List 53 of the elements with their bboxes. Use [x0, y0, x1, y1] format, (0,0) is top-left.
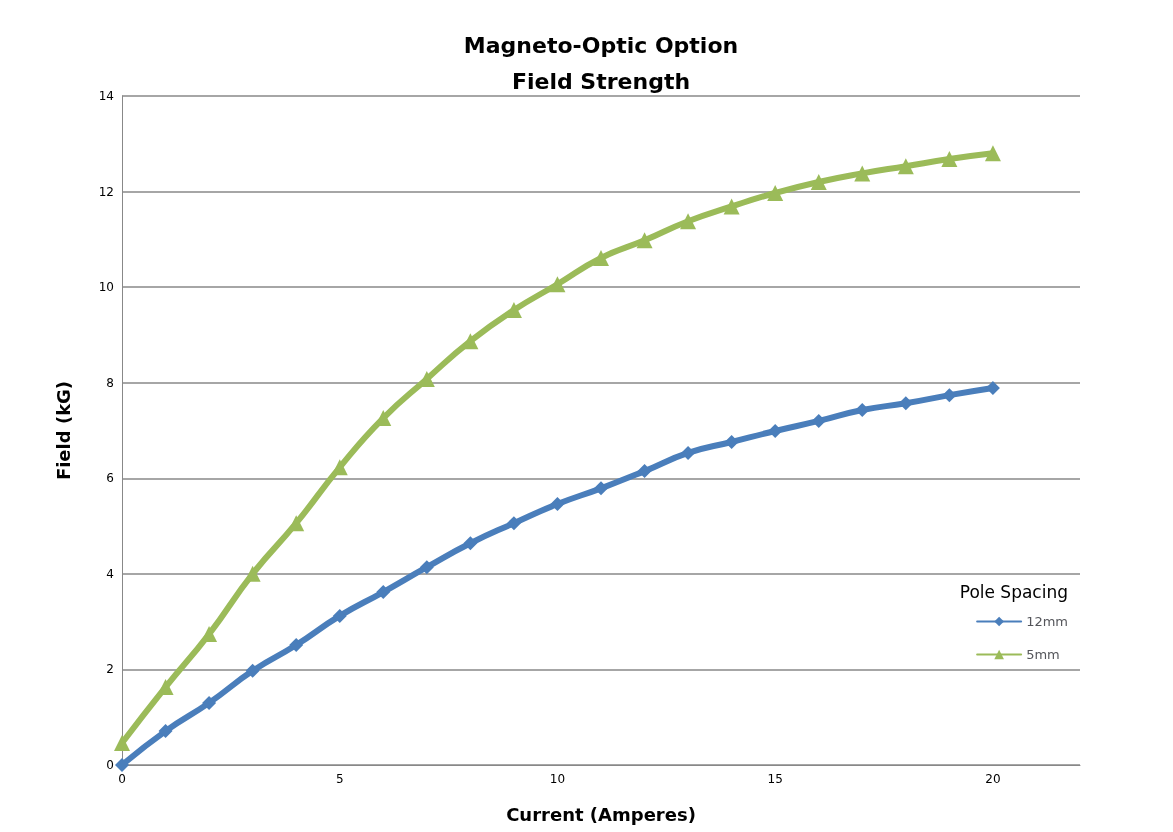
point: [462, 333, 479, 350]
point: [854, 165, 871, 182]
point: [636, 232, 653, 249]
y-tick-label: 2: [106, 662, 114, 677]
point: [202, 695, 217, 710]
x-tick-label: 20: [985, 772, 1001, 786]
point: [376, 585, 391, 600]
point: [505, 302, 522, 319]
point: [114, 735, 130, 752]
point: [637, 464, 652, 479]
legend-label: 5mm: [1026, 647, 1060, 662]
point: [897, 158, 914, 175]
x-tick-label: 5: [335, 772, 344, 786]
legend-title: Pole Spacing: [959, 581, 1069, 602]
point: [724, 434, 739, 449]
point: [681, 445, 696, 460]
y-tick-label: 0: [106, 758, 114, 772]
x-tick-label: 0: [118, 772, 126, 786]
point: [245, 663, 260, 678]
point: [550, 497, 565, 512]
chart-title: Magneto-Optic Option Field Strength: [463, 32, 739, 94]
x-tick-label: 10: [549, 772, 566, 786]
point: [201, 626, 218, 643]
point: [594, 481, 608, 496]
point: [115, 758, 129, 772]
legend-label: 12mm: [1026, 614, 1069, 629]
point: [593, 249, 609, 266]
point: [419, 560, 434, 575]
y-tick-label: 10: [98, 280, 114, 295]
point: [810, 174, 827, 191]
point: [942, 388, 957, 403]
point: [463, 536, 478, 551]
point: [158, 724, 173, 739]
x-tick-label: 15: [767, 772, 783, 786]
y-tick-label: 4: [106, 566, 114, 581]
point: [723, 198, 740, 215]
y-axis-title: Field (kG): [52, 380, 74, 481]
y-tick-label: 8: [106, 375, 114, 390]
point: [811, 413, 826, 428]
y-tick-label: 12: [98, 184, 114, 199]
point: [941, 151, 958, 168]
y-tick-label: 14: [98, 89, 114, 103]
point: [244, 565, 261, 582]
point: [768, 423, 783, 438]
point: [549, 276, 566, 293]
x-axis-title: Current (Amperes): [506, 803, 696, 825]
point: [680, 213, 697, 230]
point: [289, 638, 304, 653]
y-tick-label: 6: [106, 471, 114, 486]
point: [984, 145, 1001, 162]
point: [767, 185, 784, 202]
point: [506, 516, 521, 531]
point: [332, 608, 347, 623]
